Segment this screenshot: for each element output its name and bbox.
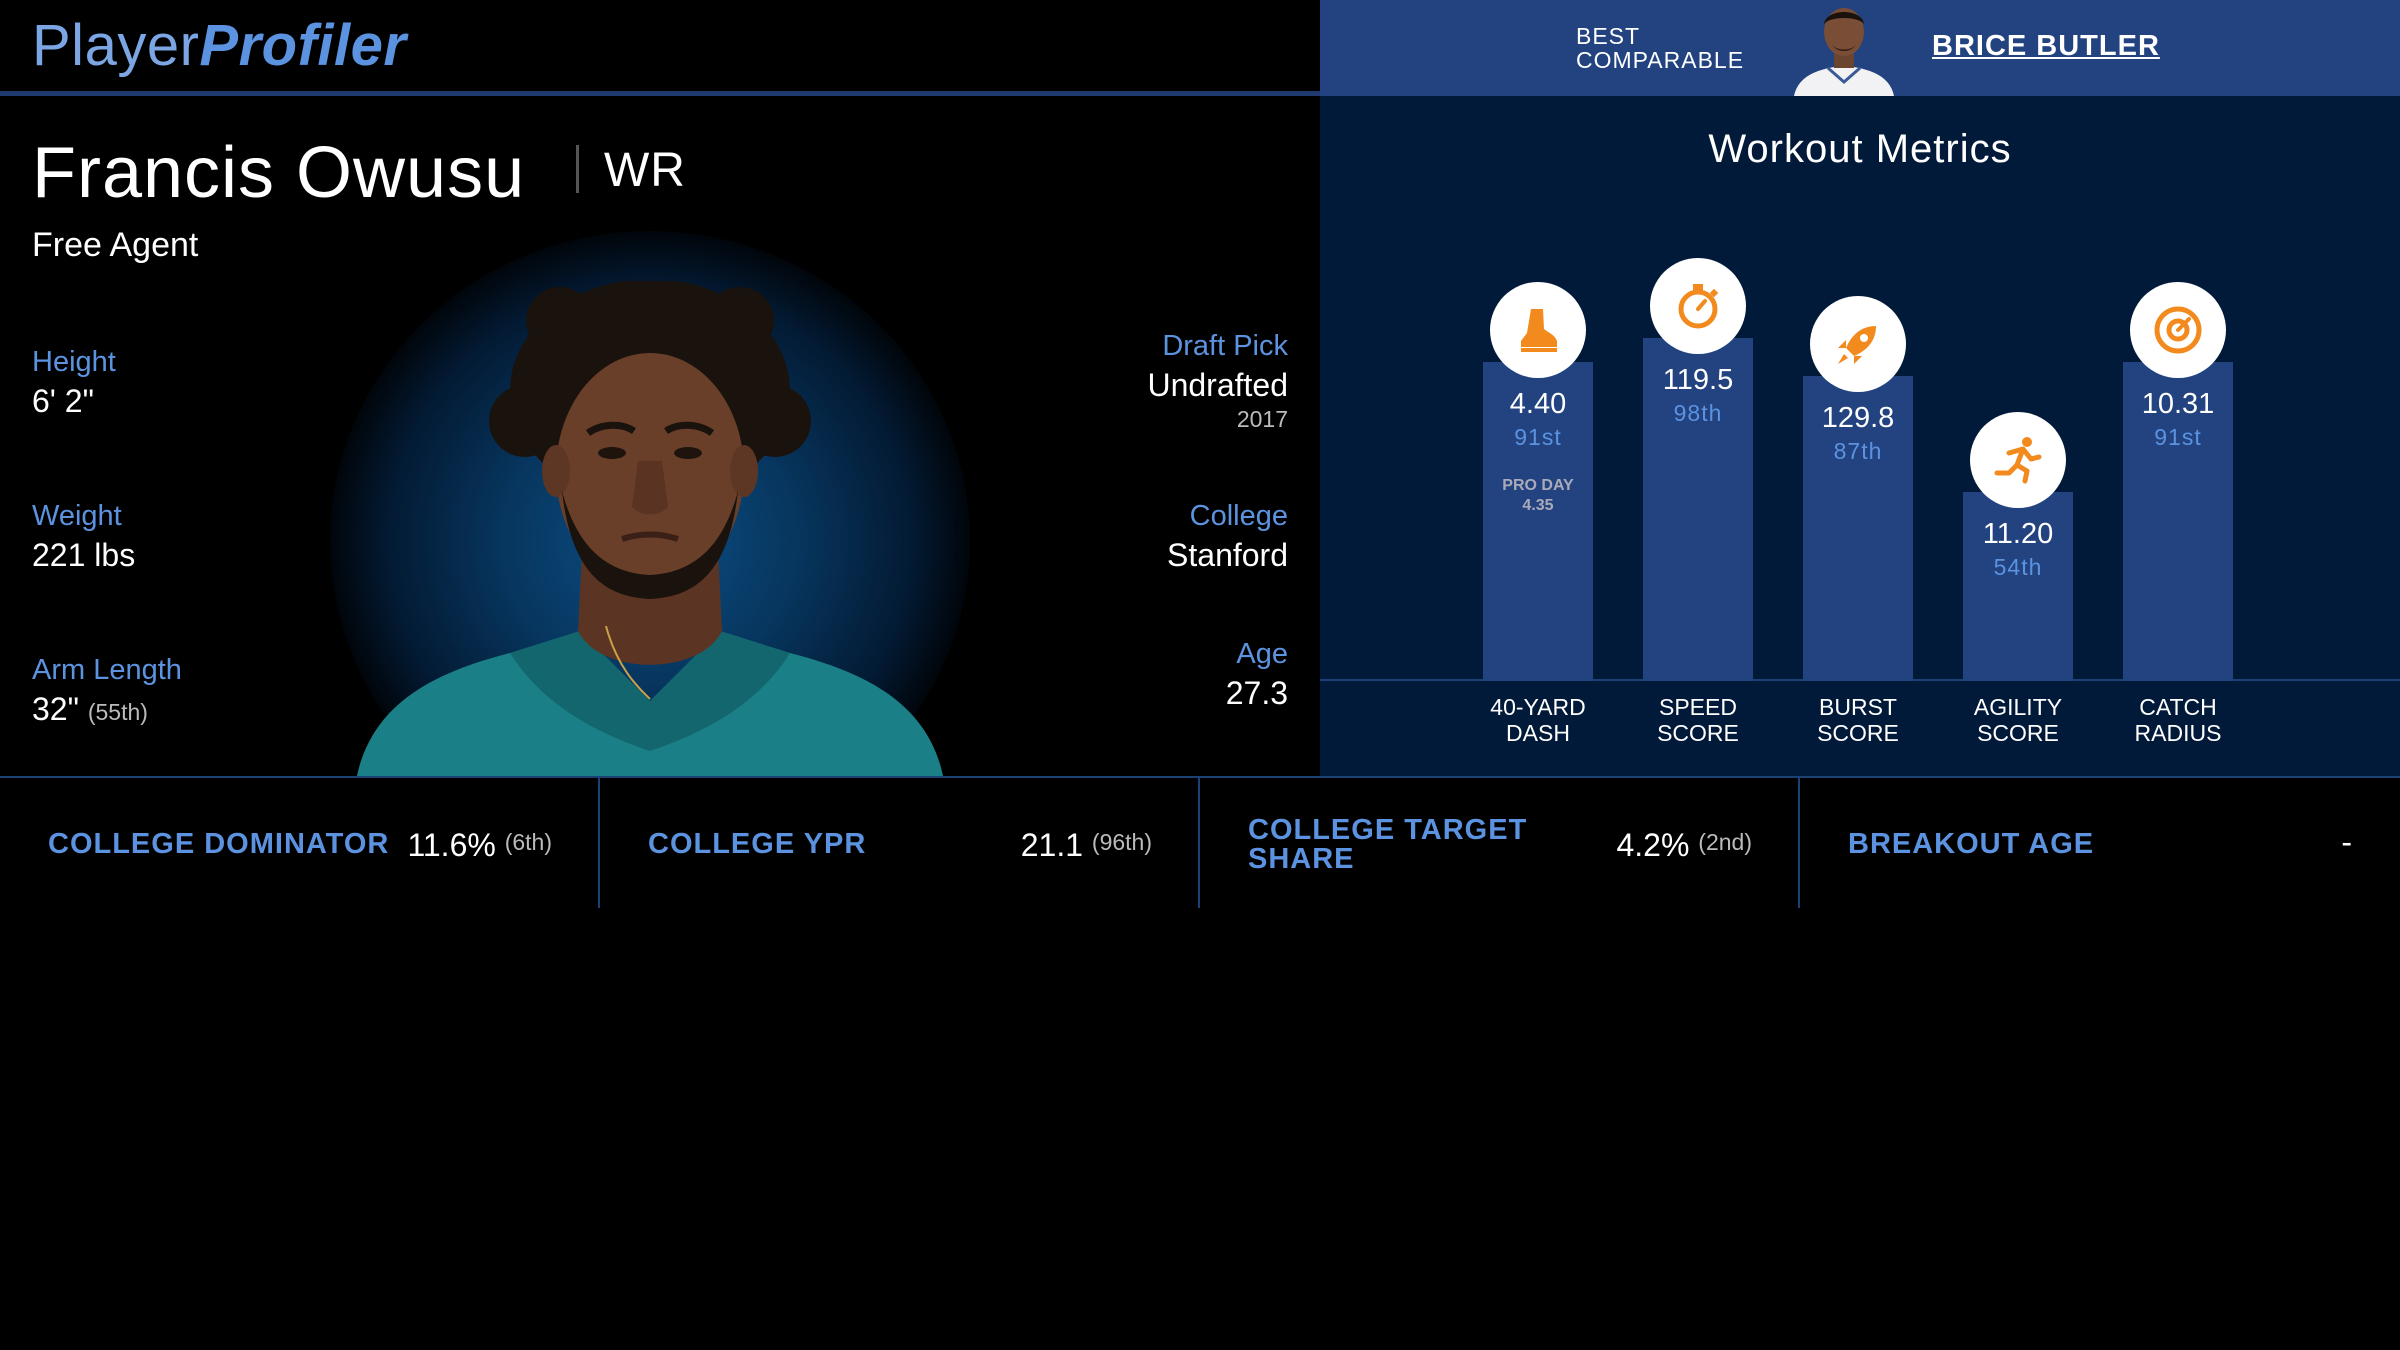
metric-label-line2: SCORE <box>1657 720 1739 746</box>
metric-value: 119.5 <box>1662 364 1734 396</box>
pro-day-value: 4.35 <box>1522 497 1554 514</box>
metric-bar <box>1963 492 2073 681</box>
best-comparable-banner: BEST COMPARABLE BRICE BUTLER <box>1320 0 2400 96</box>
draft-pick-label: Draft Pick <box>1162 330 1288 362</box>
arm-length-rank: (55th) <box>87 699 148 725</box>
stat-divider <box>1798 778 1800 908</box>
best-comparable-label-line2: COMPARABLE <box>1576 47 1745 73</box>
stopwatch-icon <box>1650 258 1746 354</box>
arm-length-label: Arm Length <box>32 654 182 686</box>
metric-value: 10.31 <box>2141 388 2215 420</box>
shoe-icon <box>1490 282 1586 378</box>
draft-pick-value: Undrafted <box>1147 367 1288 403</box>
metric-label-line2: RADIUS <box>2134 720 2222 746</box>
college-target-share-label-line1: COLLEGE TARGET <box>1248 814 1528 846</box>
college-target-share-cell[interactable]: COLLEGE TARGET SHARE 4.2% (2nd) <box>1200 778 1800 908</box>
logo-part-player: Player <box>32 13 200 78</box>
metric-40-yard-dash[interactable]: 4.40 91st PRO DAY 4.35 40-YARD DASH <box>1483 96 1593 776</box>
college-dominator-cell[interactable]: COLLEGE DOMINATOR 11.6% (6th) <box>0 778 600 908</box>
college-label: College <box>1189 500 1288 532</box>
metric-label: 40-YARD DASH <box>1463 694 1613 746</box>
breakout-age-label: BREAKOUT AGE <box>1848 828 2095 860</box>
college-ypr-label: COLLEGE YPR <box>648 828 867 860</box>
metric-value: 129.8 <box>1821 402 1895 434</box>
logo-part-profiler: Profiler <box>199 13 407 78</box>
age-label: Age <box>1236 638 1288 670</box>
metric-percentile: 91st <box>1514 424 1562 450</box>
college-ypr-value: 21.1 (96th) <box>1021 824 1152 863</box>
player-photo <box>357 281 943 776</box>
arm-length-number: 32" <box>32 691 79 727</box>
player-profile-panel: Francis Owusu WR Free Agent Height 6' 2"… <box>0 101 1320 776</box>
player-name: Francis Owusu <box>32 133 526 213</box>
metric-label: BURST SCORE <box>1783 694 1933 746</box>
college-dominator-rank: (6th) <box>504 829 552 855</box>
comparable-player-link[interactable]: BRICE BUTLER <box>1932 30 2160 62</box>
height-value: 6' 2" <box>32 383 94 419</box>
breakout-age-value: - <box>2341 824 2352 860</box>
comparable-player-avatar[interactable] <box>1788 2 1900 96</box>
stat-divider <box>598 778 600 908</box>
college-value: Stanford <box>1167 537 1288 573</box>
metric-catch-radius[interactable]: 10.31 91st CATCH RADIUS <box>2123 96 2233 776</box>
draft-year: 2017 <box>1236 406 1288 432</box>
metric-value: 11.20 <box>1982 518 2054 550</box>
metric-agility-score[interactable]: 11.20 54th AGILITY SCORE <box>1963 96 2073 776</box>
best-comparable-label: BEST COMPARABLE <box>1576 24 1776 72</box>
college-ypr-rank: (96th) <box>1091 829 1152 855</box>
metric-bar <box>1483 362 1593 681</box>
metric-label: CATCH RADIUS <box>2103 694 2253 746</box>
arm-length-value: 32" (55th) <box>32 690 148 731</box>
workout-metrics-title: Workout Metrics <box>1708 127 2012 171</box>
player-position: WR <box>604 144 686 197</box>
metric-value: 4.40 <box>1509 388 1567 420</box>
weight-value: 221 lbs <box>32 537 136 573</box>
college-target-share-rank: (2nd) <box>1698 829 1752 855</box>
player-team: Free Agent <box>32 226 199 264</box>
college-dominator-number: 11.6% <box>407 827 496 863</box>
stat-divider <box>1198 778 1200 908</box>
metric-label: AGILITY SCORE <box>1943 694 2093 746</box>
metric-percentile: 54th <box>1993 554 2043 580</box>
metric-label-line1: AGILITY <box>1973 694 2063 720</box>
metric-percentile: 87th <box>1833 438 1883 464</box>
best-comparable-label-line1: BEST <box>1576 23 1641 49</box>
college-target-share-value: 4.2% (2nd) <box>1616 824 1752 863</box>
name-divider <box>576 145 579 193</box>
runner-icon <box>1970 412 2066 508</box>
age-value: 27.3 <box>1225 675 1288 711</box>
college-target-share-number: 4.2% <box>1616 827 1690 863</box>
target-icon <box>2130 282 2226 378</box>
metric-speed-score[interactable]: 119.5 98th SPEED SCORE <box>1643 96 1753 776</box>
metric-bar <box>1643 338 1753 681</box>
college-target-share-label-line2: SHARE <box>1248 843 1355 875</box>
metric-label-line2: SCORE <box>1977 720 2059 746</box>
metric-label-line1: 40-YARD <box>1490 694 1586 720</box>
metric-label-line1: BURST <box>1819 694 1897 720</box>
height-label: Height <box>32 346 116 378</box>
metric-percentile: 91st <box>2154 424 2202 450</box>
weight-label: Weight <box>32 500 122 532</box>
workout-metrics-panel: Workout Metrics 4.40 91st PRO DAY 4.35 4… <box>1320 96 2400 776</box>
breakout-age-cell[interactable]: BREAKOUT AGE - <box>1800 778 2400 908</box>
metric-bar <box>1803 376 1913 681</box>
metric-bar <box>2123 362 2233 681</box>
site-logo[interactable]: PlayerProfiler <box>32 16 406 76</box>
site-header: PlayerProfiler <box>0 0 1320 96</box>
metric-label: SPEED SCORE <box>1623 694 1773 746</box>
college-ypr-number: 21.1 <box>1020 827 1084 863</box>
college-dominator-label: COLLEGE DOMINATOR <box>48 828 390 860</box>
metric-burst-score[interactable]: 129.8 87th BURST SCORE <box>1803 96 1913 776</box>
metric-label-line2: SCORE <box>1817 720 1899 746</box>
college-ypr-cell[interactable]: COLLEGE YPR 21.1 (96th) <box>600 778 1200 908</box>
rocket-icon <box>1810 296 1906 392</box>
college-dominator-value: 11.6% (6th) <box>407 824 552 863</box>
college-target-share-label: COLLEGE TARGET SHARE <box>1248 816 1527 874</box>
metric-label-line1: SPEED <box>1659 694 1737 720</box>
pro-day-label: PRO DAY <box>1502 477 1574 494</box>
metric-percentile: 98th <box>1673 400 1723 426</box>
college-stats-bar: COLLEGE DOMINATOR 11.6% (6th) COLLEGE YP… <box>0 776 2400 908</box>
metric-label-line2: DASH <box>1506 720 1570 746</box>
metric-label-line1: CATCH <box>2139 694 2217 720</box>
